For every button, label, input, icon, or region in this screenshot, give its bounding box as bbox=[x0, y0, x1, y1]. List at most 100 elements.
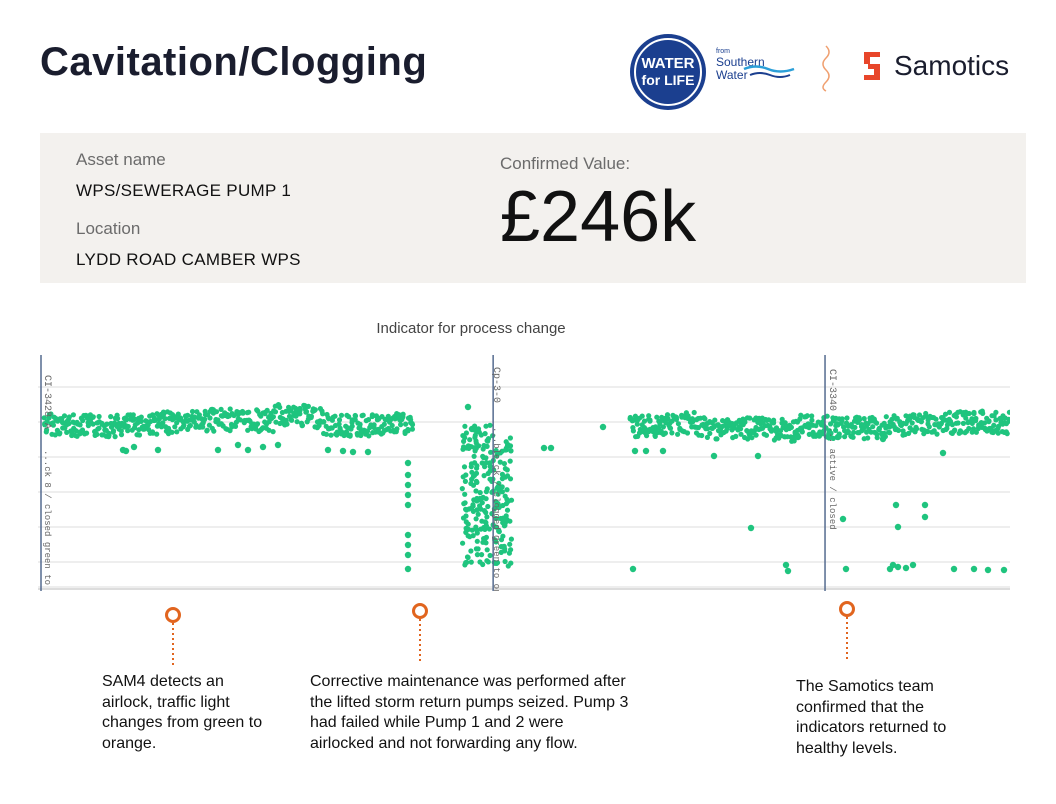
band-point bbox=[733, 433, 739, 439]
cluster-point bbox=[507, 435, 513, 441]
sw-line2: Water bbox=[716, 68, 748, 82]
band-point bbox=[138, 418, 144, 424]
cluster-point bbox=[485, 503, 491, 510]
band-point bbox=[52, 432, 58, 438]
cluster-point bbox=[501, 461, 507, 467]
band-point bbox=[66, 414, 72, 420]
band-point bbox=[669, 430, 675, 436]
band-point bbox=[138, 414, 144, 420]
cluster-point bbox=[469, 505, 475, 511]
cluster-point bbox=[474, 507, 480, 513]
band-point bbox=[227, 406, 233, 412]
cluster-point bbox=[481, 536, 487, 542]
band-point bbox=[673, 416, 680, 422]
band-point bbox=[305, 403, 311, 409]
outlier-point bbox=[349, 448, 357, 456]
band-point bbox=[172, 424, 178, 430]
band-point bbox=[169, 429, 175, 435]
outlier-point bbox=[902, 564, 910, 572]
cluster-point bbox=[466, 445, 472, 451]
cluster-point bbox=[487, 422, 493, 428]
band-point bbox=[162, 416, 168, 422]
band-point bbox=[895, 427, 902, 433]
outlier-point bbox=[234, 441, 242, 449]
band-point bbox=[231, 412, 237, 419]
band-point bbox=[369, 412, 375, 418]
cluster-point bbox=[479, 552, 485, 558]
band-point bbox=[297, 405, 303, 412]
band-point bbox=[66, 421, 72, 427]
event-label-1b: ...ck 8 / closed green to or bbox=[42, 450, 52, 591]
band-point bbox=[993, 417, 999, 423]
outlier-point bbox=[629, 565, 637, 573]
band-point bbox=[660, 424, 667, 430]
cluster-point bbox=[467, 534, 473, 540]
outlier-point bbox=[339, 447, 347, 455]
outlier-point bbox=[879, 435, 887, 443]
band-point bbox=[96, 413, 102, 420]
outlier-point bbox=[404, 501, 412, 509]
band-point bbox=[684, 430, 691, 436]
band-point bbox=[185, 412, 191, 418]
band-point bbox=[84, 430, 90, 436]
wave-icon bbox=[743, 65, 795, 78]
marker-3-icon bbox=[839, 601, 855, 660]
cluster-point bbox=[473, 524, 479, 530]
cluster-point bbox=[508, 448, 514, 454]
band-point bbox=[151, 417, 157, 424]
band-point bbox=[702, 416, 708, 422]
band-point bbox=[332, 413, 338, 419]
cluster-point bbox=[503, 501, 509, 507]
outlier-point bbox=[404, 471, 412, 479]
location-label: Location bbox=[76, 219, 141, 238]
outlier-point bbox=[259, 443, 267, 451]
band-point bbox=[273, 419, 279, 425]
outlier-point bbox=[1000, 566, 1008, 574]
band-point bbox=[365, 417, 372, 423]
cluster-point bbox=[504, 496, 510, 502]
outlier-point bbox=[842, 565, 850, 573]
band-point bbox=[366, 433, 372, 439]
cluster-point bbox=[469, 476, 475, 482]
cluster-point bbox=[494, 453, 500, 459]
band-point bbox=[788, 424, 795, 430]
annotation-airlock: SAM4 detects an airlock, traffic light c… bbox=[102, 673, 263, 752]
band-point bbox=[371, 425, 377, 431]
band-point bbox=[646, 413, 652, 419]
cluster-point bbox=[482, 464, 488, 470]
band-point bbox=[232, 423, 239, 429]
band-point bbox=[986, 418, 992, 424]
band-point bbox=[218, 406, 224, 412]
band-point bbox=[630, 425, 636, 431]
band-point bbox=[647, 418, 653, 424]
band-point bbox=[246, 409, 252, 415]
band-point bbox=[200, 420, 206, 426]
outlier-point bbox=[984, 566, 992, 574]
band-point bbox=[991, 422, 997, 428]
band-point bbox=[841, 424, 847, 430]
band-point bbox=[90, 414, 96, 420]
band-point bbox=[747, 415, 753, 421]
cluster-point bbox=[469, 527, 475, 533]
band-point bbox=[272, 409, 279, 415]
divider-squiggle-icon bbox=[822, 45, 830, 92]
cluster-point bbox=[495, 485, 501, 491]
band-point bbox=[970, 426, 977, 432]
cluster-point bbox=[477, 490, 483, 496]
event-label-2a: Cp-3-0 bbox=[490, 367, 501, 403]
cluster-point bbox=[493, 447, 499, 454]
band-point bbox=[186, 423, 193, 429]
band-point bbox=[842, 434, 848, 440]
band-point bbox=[973, 415, 979, 422]
band-point bbox=[874, 431, 880, 437]
band-point bbox=[289, 417, 295, 423]
cluster-point bbox=[493, 498, 499, 505]
band-point bbox=[312, 407, 318, 413]
band-point bbox=[118, 432, 125, 438]
cluster-point bbox=[460, 474, 466, 480]
band-point bbox=[319, 408, 325, 414]
band-point bbox=[70, 412, 76, 418]
band-point bbox=[90, 421, 96, 427]
cluster-point bbox=[462, 435, 468, 441]
cluster-point bbox=[496, 480, 502, 486]
